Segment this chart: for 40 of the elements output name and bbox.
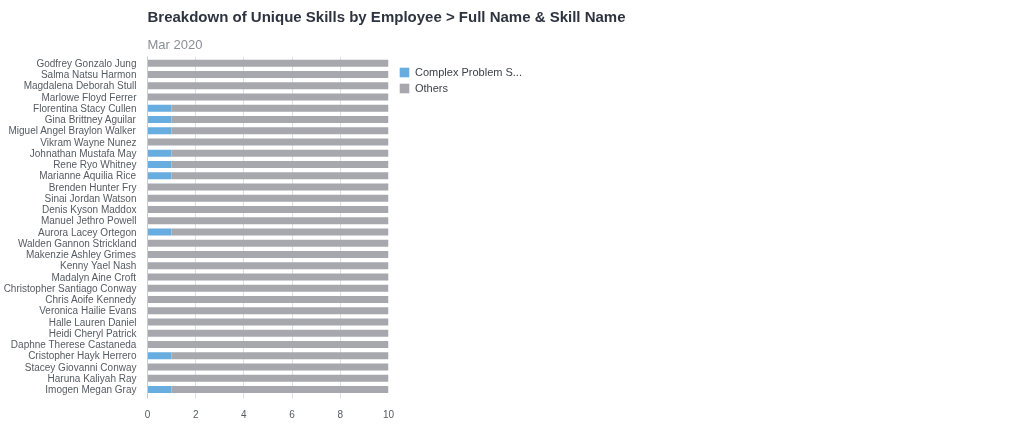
y-tick-label: Daphne Therese Castaneda <box>10 339 137 350</box>
y-tick-label: Vikram Wayne Nunez <box>40 136 137 148</box>
y-tick-label: Veronica Hailie Evans <box>39 305 137 317</box>
chart-title: Breakdown of Unique Skills by Employee > Full Name & Skill Name <box>147 7 626 25</box>
legend-label: Others <box>415 82 449 94</box>
legend-label: Complex Problem S... <box>415 66 522 78</box>
y-tick-label: Kenny Yael Nash <box>59 260 137 272</box>
y-tick-label: Florentina Stacy Cullen <box>33 102 137 114</box>
y-tick-label: Godfrey Gonzalo Jung <box>36 57 137 69</box>
y-tick-label: Sinai Jordan Watson <box>44 192 137 204</box>
x-tick-label: 10 <box>382 408 395 420</box>
y-tick-label: Denis Kyson Maddox <box>42 204 137 215</box>
y-tick-label: Aurora Lacey Ortegon <box>38 226 137 238</box>
y-tick-label: Miguel Angel Braylon Walker <box>8 125 137 137</box>
y-tick-label: Haruna Kaliyah Ray <box>47 372 137 384</box>
x-tick-label: 2 <box>192 408 199 420</box>
y-tick-label: Johnathan Mustafa May <box>29 147 137 159</box>
y-tick-label: Magdalena Deborah Stull <box>23 80 137 92</box>
y-tick-label: Brenden Hunter Fry <box>48 181 137 193</box>
x-tick-label: 0 <box>144 408 151 420</box>
y-tick-label: Chris Aoife Kennedy <box>45 294 136 305</box>
y-tick-label: Makenzie Ashley Grimes <box>25 249 136 260</box>
y-tick-label: Halle Lauren Daniel <box>48 316 137 328</box>
y-tick-label: Imogen Megan Gray <box>45 384 137 395</box>
x-tick-label: 6 <box>289 408 296 420</box>
y-tick-label: Walden Gannon Strickland <box>17 237 137 249</box>
y-tick-label: Christopher Santiago Conway <box>3 282 137 294</box>
y-tick-label: Marlowe Floyd Ferrer <box>41 91 138 103</box>
y-tick-label: Stacey Giovanni Conway <box>24 361 137 373</box>
y-tick-label: Madalyn Aine Croft <box>51 271 137 283</box>
y-tick-label: Manuel Jethro Powell <box>40 215 137 227</box>
y-tick-label: Salma Natsu Harmon <box>40 69 137 80</box>
y-tick-label: Gina Brittney Aguilar <box>44 114 137 125</box>
y-tick-label: Marianne Aquilia Rice <box>39 170 137 182</box>
y-tick-label: Heidi Cheryl Patrick <box>48 327 138 339</box>
y-tick-label: Rene Ryo Whitney <box>53 159 137 170</box>
x-tick-label: 8 <box>337 408 344 420</box>
y-tick-label: Cristopher Hayk Herrero <box>28 350 137 362</box>
x-tick-label: 4 <box>241 408 248 420</box>
chart-subtitle: Mar 2020 <box>147 36 203 52</box>
